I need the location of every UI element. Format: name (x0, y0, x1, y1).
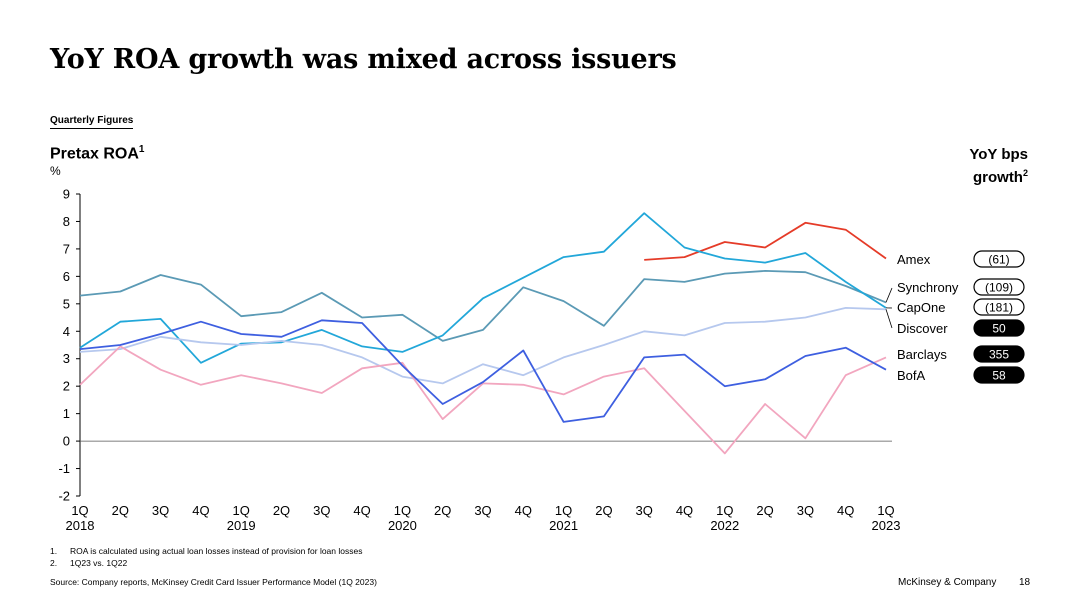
yoy-header-line2: growth2 (972, 168, 1028, 186)
x-tick-label: 2Q (595, 503, 612, 518)
y-tick-label: 0 (63, 434, 70, 449)
x-year-label: 2021 (549, 518, 578, 533)
y-tick-label: 4 (63, 324, 70, 339)
series-line-amex (644, 221, 887, 261)
yoy-badge-barclays (973, 345, 1025, 363)
legend-label-bofa: BofA (897, 368, 926, 383)
x-tick-label: 4Q (353, 503, 370, 518)
chart-title-text: Pretax ROA (50, 145, 139, 163)
y-tick-label: 9 (63, 187, 70, 202)
yoy-header: YoY bps growth2 (969, 145, 1028, 187)
footnote-2: 2. 1Q23 vs. 1Q22 (50, 558, 128, 568)
series-line-bofa (79, 319, 887, 423)
chart-title-sup: 1 (138, 144, 145, 155)
brand-name: McKinsey & Company (898, 577, 997, 588)
yoy-value-barclays: 355 (989, 348, 1009, 362)
yoy-badge-synchrony (973, 278, 1025, 296)
x-tick-label: 2Q (434, 503, 451, 518)
x-tick-label: 3Q (474, 503, 491, 518)
x-tick-label: 2Q (273, 503, 290, 518)
legend-label-discover: Discover (897, 321, 948, 336)
subtitle: Quarterly Figures (50, 115, 134, 129)
yoy-value-synchrony: (109) (985, 281, 1013, 295)
yoy-header-line1: YoY bps (969, 146, 1028, 163)
y-tick-label: 8 (63, 214, 70, 229)
y-tick-label: -2 (58, 489, 70, 504)
x-tick-label: 1Q (555, 503, 572, 518)
x-tick-label: 1Q (877, 503, 894, 518)
y-axis-unit: % (50, 164, 61, 178)
yoy-value-discover: 50 (992, 322, 1006, 336)
x-tick-label: 2Q (756, 503, 773, 518)
x-year-label: 2020 (388, 518, 417, 533)
x-year-label: 2019 (227, 518, 256, 533)
page-number: 18 (1019, 577, 1031, 588)
y-tick-label: 5 (63, 296, 70, 311)
y-tick-label: 6 (63, 269, 70, 284)
yoy-badge-bofa (973, 366, 1025, 384)
y-tick-label: 3 (63, 351, 70, 366)
series-line-synchrony (79, 270, 887, 342)
series-line-discover (79, 307, 887, 385)
x-tick-label: 4Q (676, 503, 693, 518)
page-title: YoY ROA growth was mixed across issuers (50, 44, 677, 75)
y-tick-label: -1 (58, 461, 70, 476)
leader-line-discover (885, 309, 893, 329)
yoy-value-amex: (61) (988, 253, 1009, 267)
legend-label-barclays: Barclays (897, 347, 947, 362)
x-tick-label: 1Q (716, 503, 733, 518)
y-tick-label: 7 (63, 241, 70, 256)
yoy-badge-capone (973, 298, 1025, 316)
x-tick-label: 3Q (313, 503, 330, 518)
x-tick-label: 4Q (192, 503, 209, 518)
legend-label-capone: CapOne (897, 300, 945, 315)
yoy-badge-discover (973, 319, 1025, 337)
x-tick-label: 3Q (636, 503, 653, 518)
series-line-barclays (79, 345, 887, 455)
x-tick-label: 2Q (112, 503, 129, 518)
x-year-label: 2018 (66, 518, 95, 533)
x-tick-label: 4Q (837, 503, 854, 518)
y-tick-label: 1 (63, 406, 70, 421)
y-tick-label: 2 (63, 379, 70, 394)
series-line-capone (79, 212, 887, 364)
leader-line-synchrony (885, 287, 893, 303)
chart-title: Pretax ROA1 (50, 144, 144, 163)
legend-label-synchrony: Synchrony (897, 280, 959, 295)
x-tick-label: 1Q (71, 503, 88, 518)
x-tick-label: 3Q (152, 503, 169, 518)
x-tick-label: 1Q (394, 503, 411, 518)
x-tick-label: 1Q (233, 503, 250, 518)
legend-label-amex: Amex (897, 252, 931, 267)
yoy-value-bofa: 58 (992, 369, 1006, 383)
x-tick-label: 3Q (797, 503, 814, 518)
yoy-badge-amex (973, 250, 1025, 268)
x-tick-label: 4Q (515, 503, 532, 518)
x-year-label: 2023 (872, 518, 901, 533)
yoy-value-capone: (181) (985, 301, 1013, 315)
source-note: Source: Company reports, McKinsey Credit… (50, 577, 377, 587)
footnote-1: 1. ROA is calculated using actual loan lo… (50, 546, 363, 556)
x-year-label: 2022 (710, 518, 739, 533)
